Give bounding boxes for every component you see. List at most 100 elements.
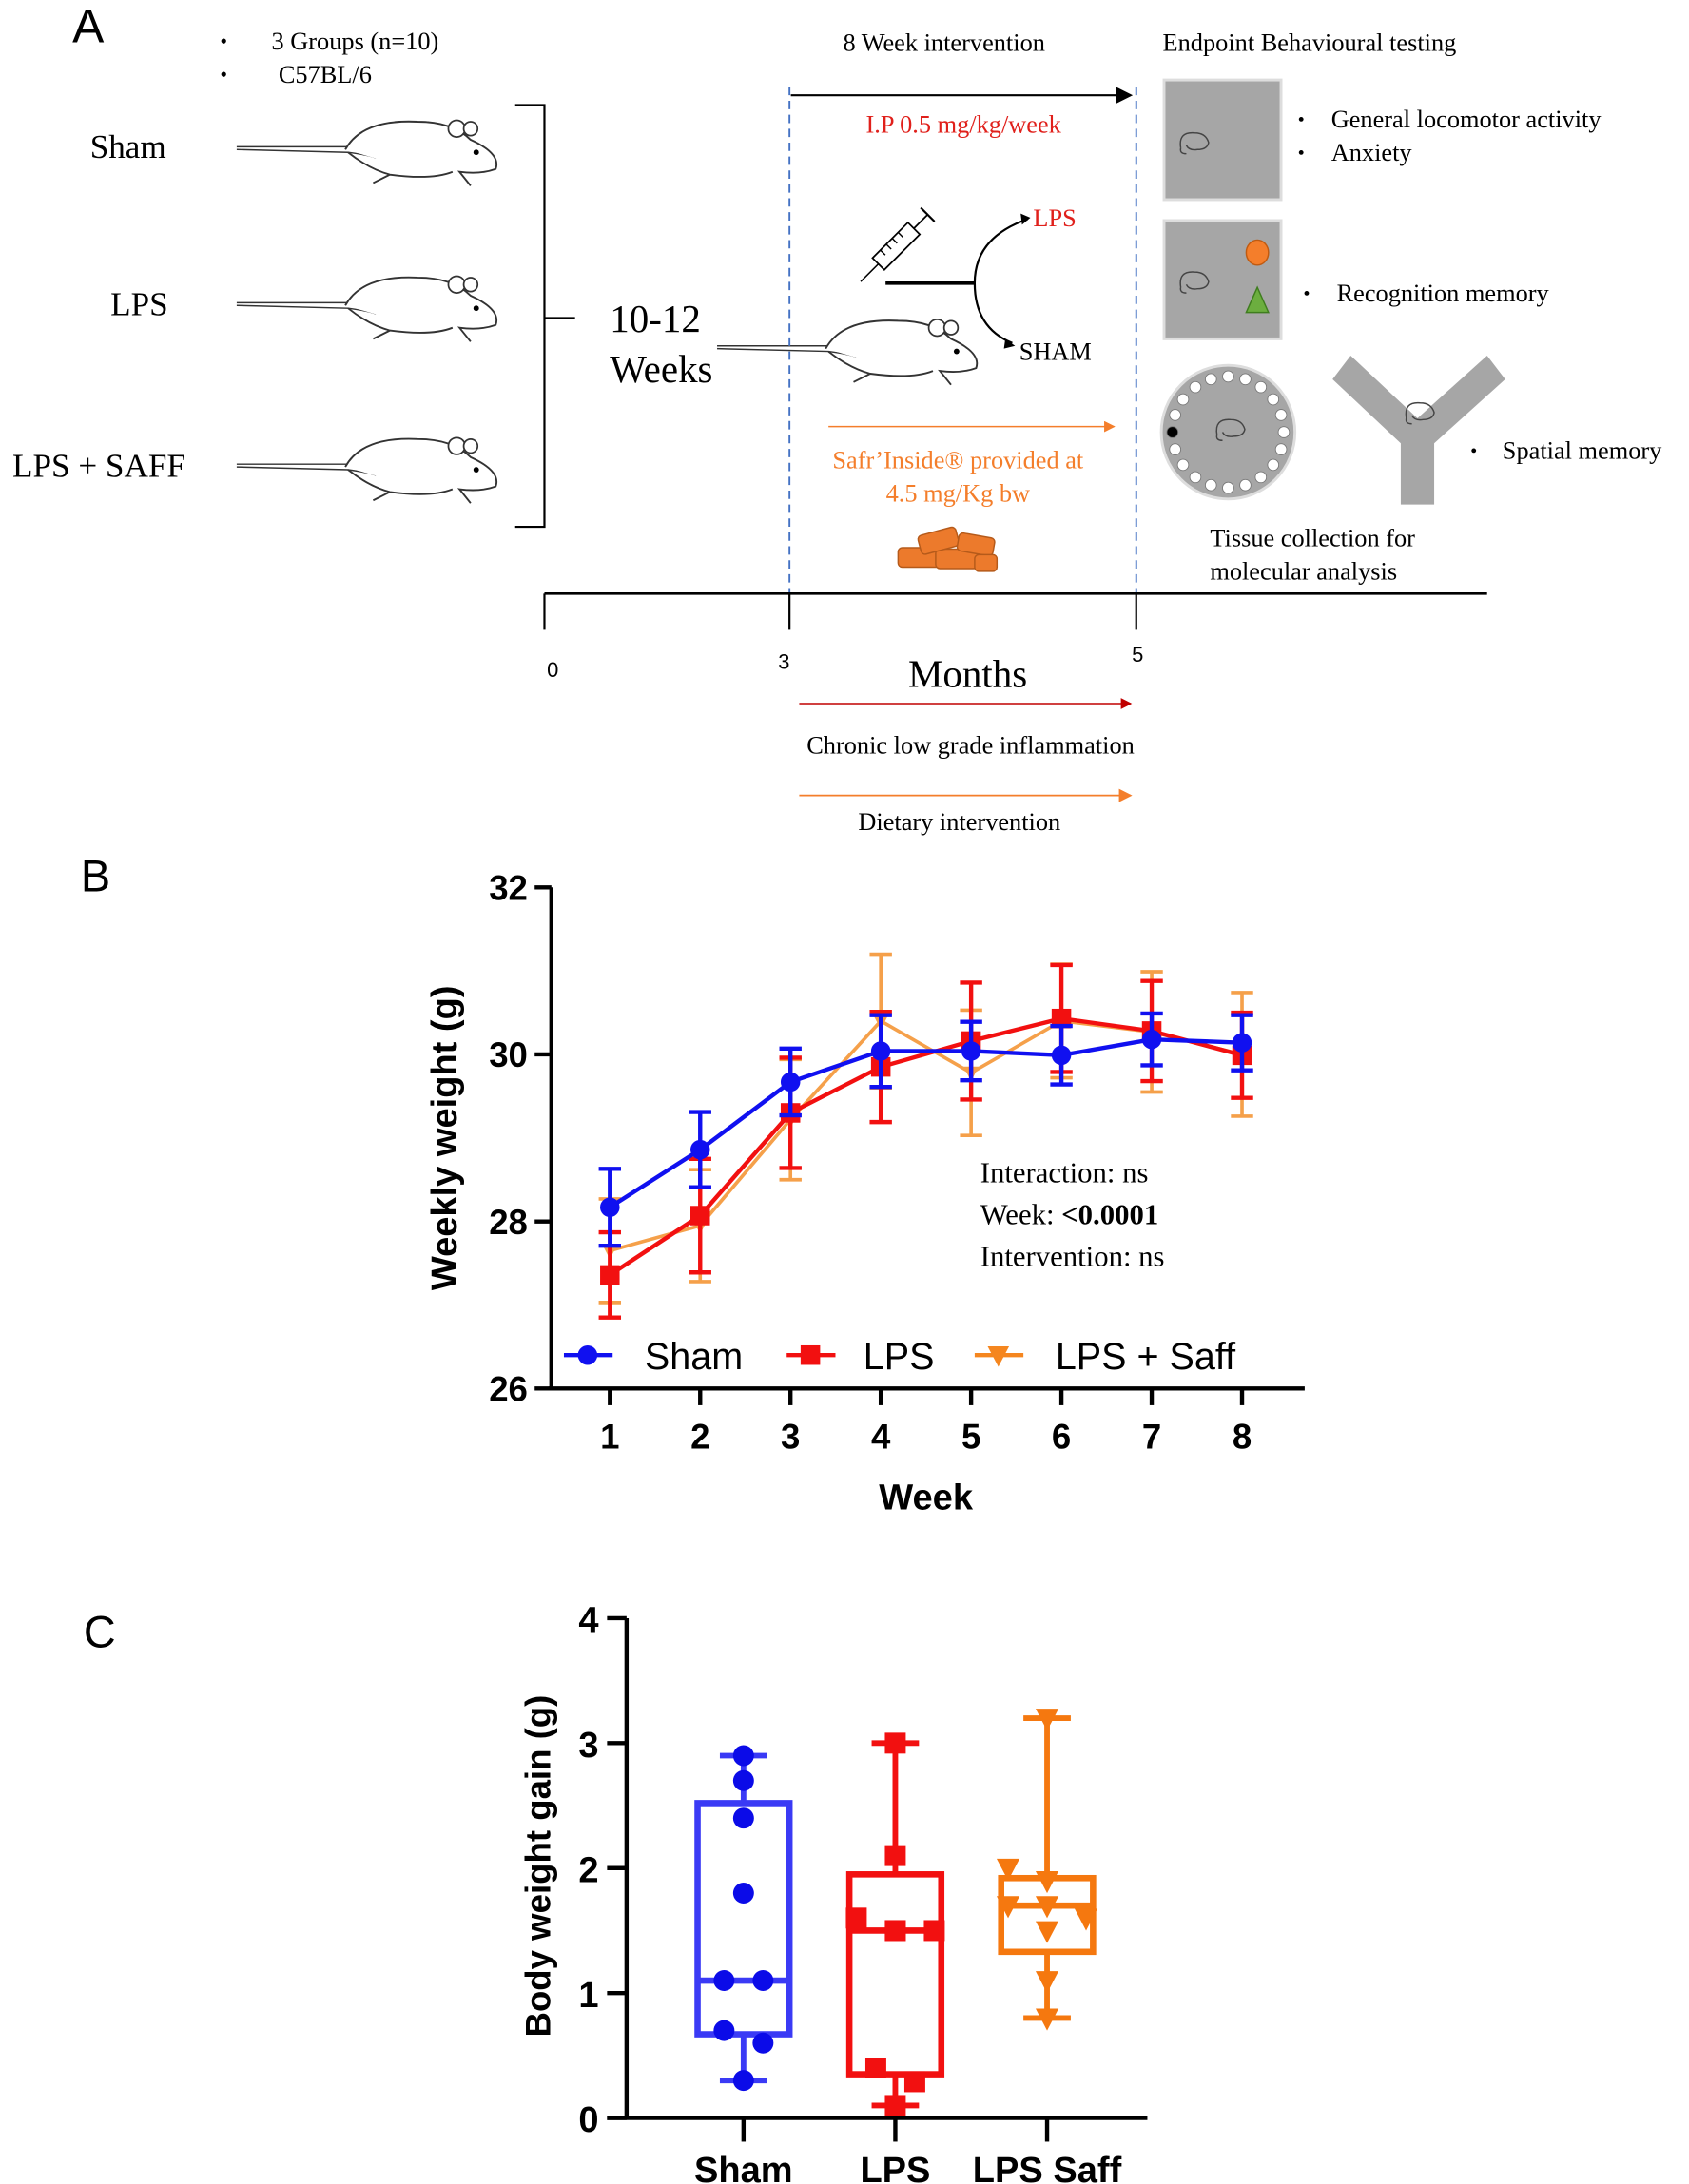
stats-annotation: Interaction: ns Week: <0.0001 Interventi… [980,1157,1165,1273]
bullet-icon: • [220,29,227,52]
test-locomotor: General locomotor activity [1331,106,1602,133]
series-sham [598,1011,1253,1248]
branch-curve [973,218,1028,344]
bullet-icon: • [1298,144,1305,164]
data-point [1232,1033,1252,1053]
age-line-1: 10-12 [610,297,701,340]
legend: Sham LPS LPS + Saff [563,1336,1236,1378]
maze-hole [1189,471,1202,484]
y-tick-label: 32 [489,868,528,907]
y-tick-label: 1 [578,1976,598,2016]
y-tick-label: 28 [489,1203,528,1242]
data-point [884,1920,906,1942]
timeline-unit: Months [908,651,1027,695]
maze-hole [1254,471,1268,484]
timeline-tick-5: 5 [1132,643,1143,667]
data-point [600,1197,620,1217]
data-point [1051,1008,1072,1029]
box-lps-saff [996,1709,1098,2031]
x-tick-label: 7 [1142,1417,1161,1456]
data-point [1035,2008,1059,2031]
maze-hole [1267,458,1280,472]
bullet-icon: • [1470,441,1477,462]
mouse-icon-sham [235,119,498,187]
data-point [870,1041,891,1061]
legend-label: LPS + Saff [1056,1336,1236,1378]
bullet-icon: • [220,63,227,87]
intervention-title: 8 Week intervention [843,29,1044,56]
box-lps [845,1732,945,2116]
open-field-arena-icon [1162,78,1283,202]
data-point [732,1883,754,1904]
data-point [884,2095,906,2116]
x-tick-label: 1 [600,1417,619,1456]
maze-hole [1222,370,1234,383]
saffron-pellets-icon [897,526,999,572]
y-tick-label: 3 [578,1726,598,1766]
stat-week-label: Week: [980,1199,1061,1231]
x-tick-label: 5 [961,1417,980,1456]
x-tick-label: LPS [860,2151,930,2184]
box-sham [694,1745,793,2092]
stat-week: Week: <0.0001 [980,1199,1158,1231]
endpoint-title: Endpoint Behavioural testing [1163,29,1457,56]
bullet-icon: • [1303,283,1310,304]
legend-label: LPS [864,1336,935,1378]
data-point [845,1907,867,1929]
branch-arrowheads [1003,213,1031,349]
x-tick-label: 3 [781,1417,800,1456]
mouse-icon-intervention [716,318,979,386]
timeline [543,592,1487,630]
legend-marker-triangle-down-icon [987,1345,1010,1367]
panel-c: C Body weight gain (g) 0 1 2 3 4 Sham LPS LPS S… [84,1601,1148,2184]
data-point [1035,1709,1059,1731]
data-point [1141,1029,1162,1050]
timeline-tick-0: 0 [547,658,558,682]
data-point [732,1769,754,1791]
data-point [780,1072,801,1092]
data-point [713,1970,735,1992]
age-line-2: Weeks [610,347,712,391]
panel-a: A • 3 Groups (n=10) • C57BL/6 Sham LPS L… [12,0,1662,836]
maze-hole [1189,380,1202,394]
data-point [1051,1045,1072,1066]
data-point [1035,1921,1059,1943]
barnes-maze-icon [1159,363,1297,501]
group-label-lps-saff: LPS + SAFF [12,447,185,484]
escape-hole [1166,426,1179,438]
chart-series [694,1709,1098,2116]
test-anxiety: Anxiety [1331,139,1413,166]
legend-marker-square-icon [800,1344,821,1365]
data-point [923,1920,945,1942]
data-point [884,1845,906,1866]
chart-series [598,952,1253,1320]
novel-object-arena-icon [1162,219,1283,340]
series-line [609,1036,1243,1209]
x-tick-label: LPS Saff [973,2151,1122,2184]
phase-inflammation: Chronic low grade inflammation [806,732,1135,760]
y-tick-label: 30 [489,1035,528,1074]
data-point [732,1745,754,1767]
y-tick-label: 4 [578,1601,598,1641]
branch-sham-label: SHAM [1019,338,1092,365]
data-point [732,1807,754,1829]
maze-hole [1176,458,1190,472]
timeline-tick-3: 3 [778,649,789,673]
mouse-icon-lps-saff [235,436,498,505]
x-tick-label: 8 [1233,1417,1252,1456]
stat-week-value: <0.0001 [1061,1199,1158,1231]
maze-hole [1267,393,1280,406]
data-point [884,1732,906,1754]
legend-label: Sham [645,1336,743,1378]
y-tick-label: 0 [578,2100,598,2140]
data-point [1035,1871,1059,1894]
bullet-icon: • [1298,109,1305,130]
data-point [600,1265,620,1285]
x-axis-label: Week [879,1479,974,1518]
data-point [690,1206,710,1226]
data-point [732,2070,754,2092]
y-axis-label: Weekly weight (g) [425,985,465,1290]
x-tick-label: 2 [690,1417,709,1456]
tissue-line-1: Tissue collection for [1210,525,1415,552]
panel-c-label: C [84,1608,116,1657]
